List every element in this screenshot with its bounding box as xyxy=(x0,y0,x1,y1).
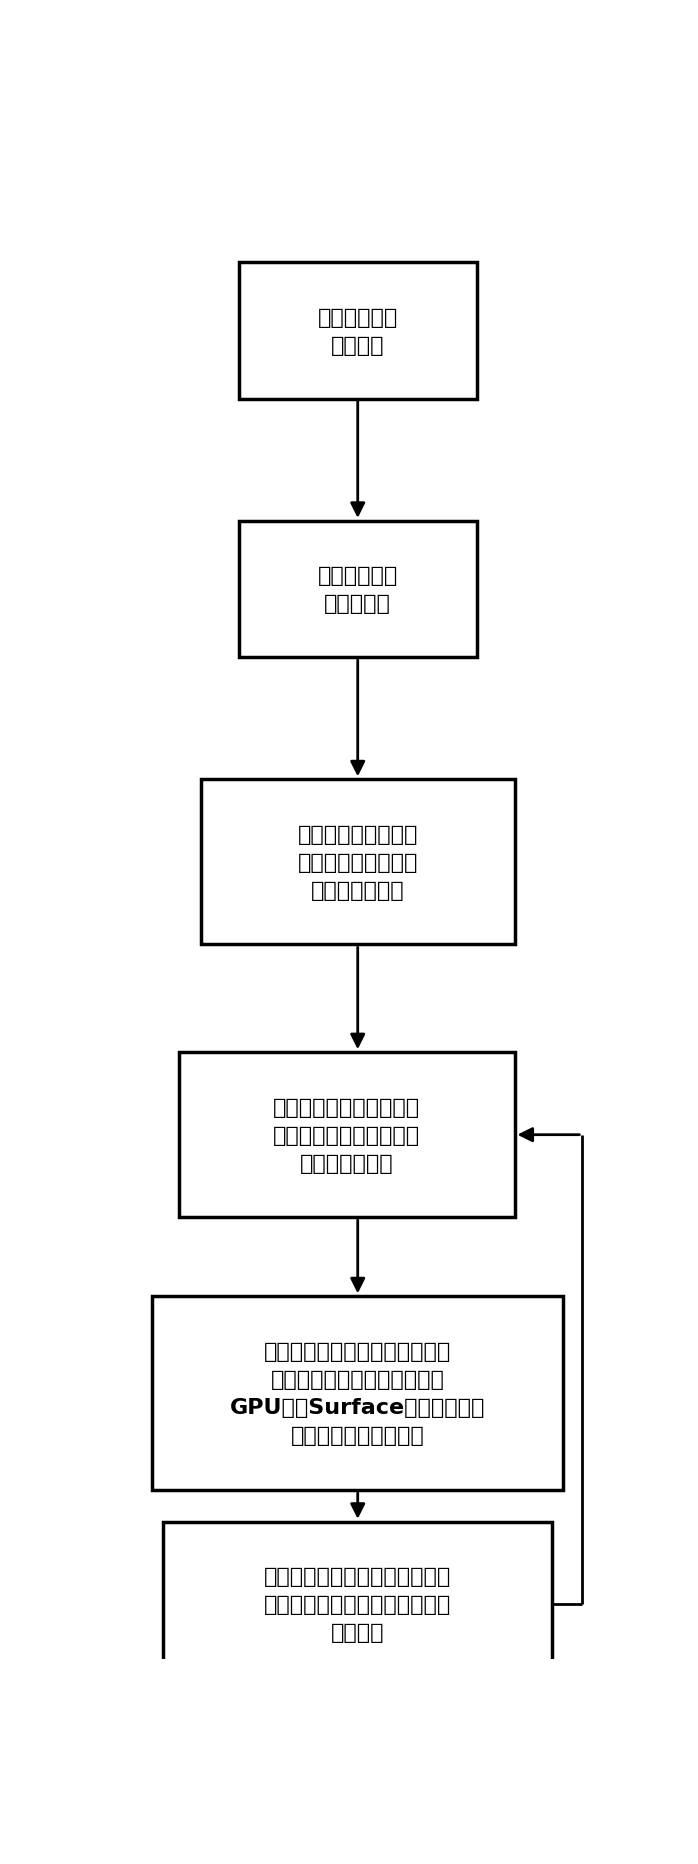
Text: 控制器启动服
务端软件: 控制器启动服 务端软件 xyxy=(318,308,398,356)
Bar xyxy=(201,779,514,945)
Bar xyxy=(239,522,477,658)
Text: 服务端发送同步信号给客户端，
客户端收到同步信号，进行图像
区域显示: 服务端发送同步信号给客户端， 客户端收到同步信号，进行图像 区域显示 xyxy=(264,1566,452,1642)
Text: 拼接屏接收到图像帧数据，根据
硬件解码获取图像数据，通过
GPU进行Surface渲染，根据坐
标信息决定显示的区域: 拼接屏接收到图像帧数据，根据 硬件解码获取图像数据，通过 GPU进行Surfac… xyxy=(230,1342,485,1445)
Text: 控制器获取图像帧数据通
过硬件进行编码发送给各
个拼接屏客户端: 控制器获取图像帧数据通 过硬件进行编码发送给各 个拼接屏客户端 xyxy=(274,1098,420,1172)
Bar xyxy=(239,263,477,399)
Text: 各拼接屏启动
客户端软件: 各拼接屏启动 客户端软件 xyxy=(318,565,398,613)
Text: 客户端根据物理位置
从服务端获取显示区
域位置坐标信息: 客户端根据物理位置 从服务端获取显示区 域位置坐标信息 xyxy=(297,824,418,900)
Bar xyxy=(152,1297,563,1491)
Bar xyxy=(163,1521,553,1687)
Bar xyxy=(179,1053,514,1217)
